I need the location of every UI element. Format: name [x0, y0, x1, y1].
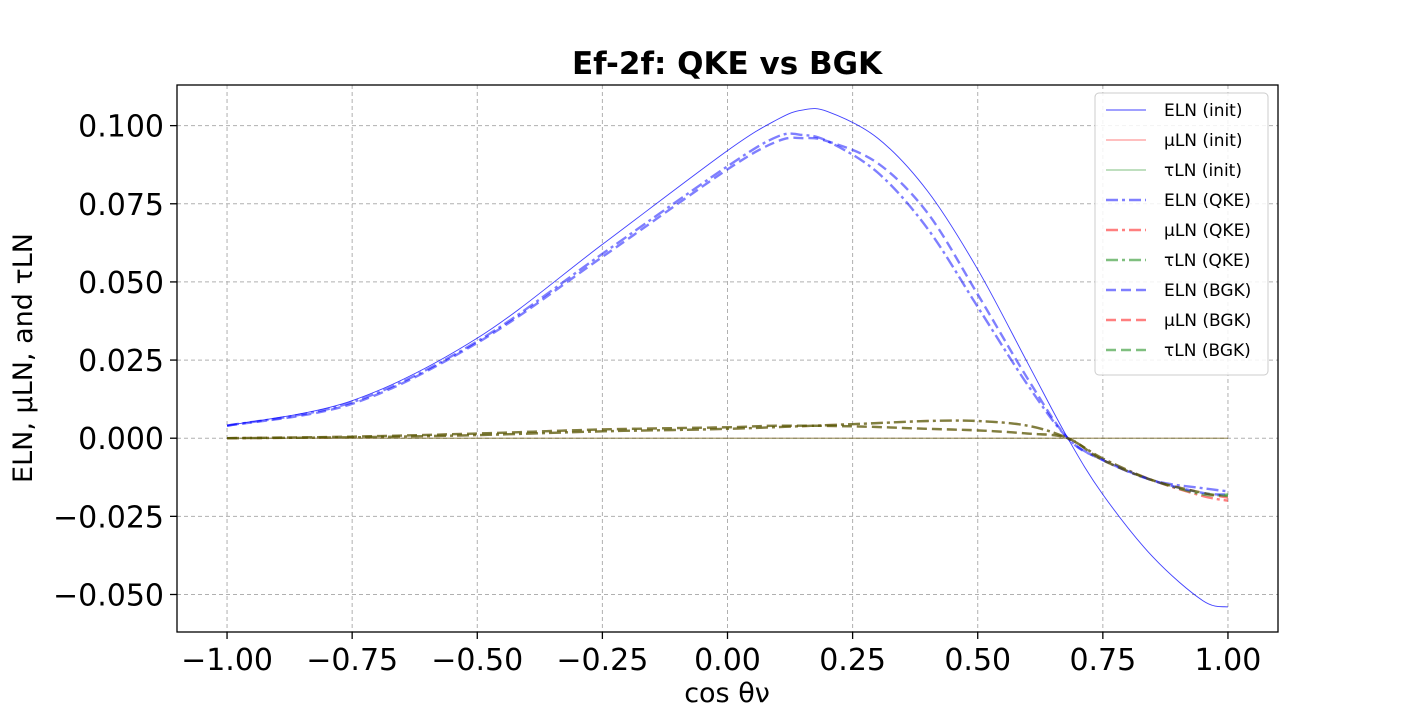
y-axis-label: ELN, μLN, and τLN: [8, 233, 39, 483]
y-tick-label: 0.025: [78, 344, 164, 379]
x-tick-label: 0.75: [1069, 643, 1136, 678]
legend-label: ELN (QKE): [1164, 191, 1251, 211]
chart-title: Ef-2f: QKE vs BGK: [572, 46, 883, 82]
series-line-eln-bgk: [226, 136, 1229, 496]
y-tick-label: 0.100: [78, 110, 164, 145]
x-tick-label: 0.50: [944, 643, 1011, 678]
x-tick-label: −0.75: [306, 643, 398, 678]
legend-label: τLN (init): [1164, 161, 1242, 181]
x-tick-label: −0.50: [431, 643, 523, 678]
y-tick-label: 0.050: [78, 266, 164, 301]
legend-label: μLN (BGK): [1164, 311, 1251, 331]
legend-label: μLN (QKE): [1164, 221, 1251, 241]
y-tick-label: 0.000: [78, 422, 164, 457]
x-axis: −1.00 −0.75 −0.50 −0.25 0.00 0.25 0.50 0.75 1.00: [181, 632, 1261, 678]
legend-label: τLN (BGK): [1164, 341, 1251, 361]
x-tick-label: −0.25: [556, 643, 648, 678]
y-tick-label: −0.050: [53, 578, 164, 613]
series-group: [226, 108, 1229, 608]
legend: ELN (init) μLN (init) τLN (init) ELN (QKE) μ…: [1094, 92, 1269, 376]
x-tick-label: −1.00: [181, 643, 273, 678]
y-axis: −0.050 −0.025 0.000 0.025 0.050 0.075 0.100: [53, 110, 177, 613]
legend-box: [1094, 92, 1269, 376]
x-tick-label: 1.00: [1195, 643, 1262, 678]
x-tick-label: 0.00: [694, 643, 761, 678]
x-tick-label: 0.25: [819, 643, 886, 678]
legend-label: τLN (QKE): [1164, 251, 1250, 271]
legend-label: ELN (BGK): [1164, 281, 1251, 301]
y-tick-label: −0.025: [53, 500, 164, 535]
y-tick-label: 0.075: [78, 188, 164, 223]
x-axis-label: cos θν: [684, 678, 770, 709]
legend-label: ELN (init): [1164, 101, 1242, 121]
series-line-ln-bgk: [227, 424, 1229, 498]
series-line-eln-init: [226, 108, 1229, 608]
legend-label: μLN (init): [1164, 131, 1243, 151]
series-line-ln-qke: [227, 419, 1229, 497]
